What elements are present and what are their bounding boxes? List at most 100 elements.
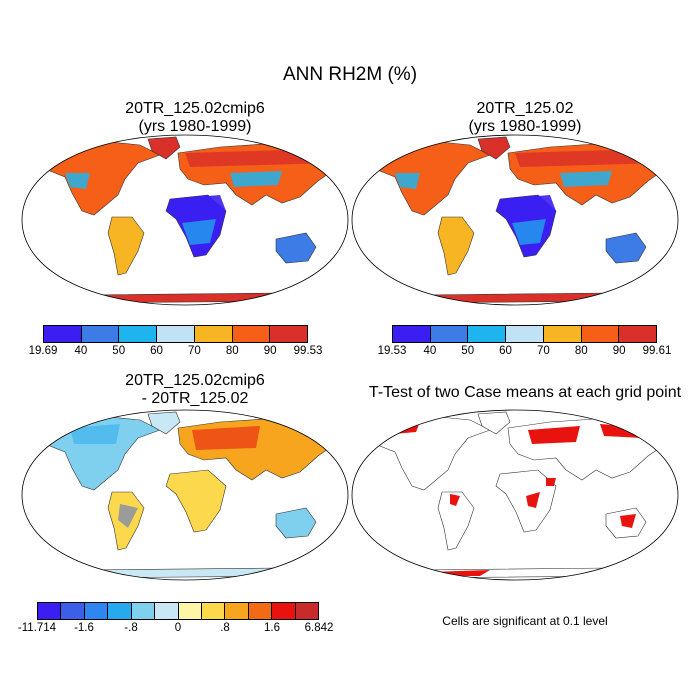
colorbar-swatch bbox=[61, 603, 85, 619]
colorbar-swatch bbox=[44, 326, 82, 342]
significant-cells bbox=[600, 424, 650, 438]
colorbar-swatch bbox=[430, 326, 469, 342]
panel-1-title: 20TR_125.02cmip6 (yrs 1980-1999) bbox=[45, 100, 345, 136]
colorbar-swatch bbox=[84, 603, 109, 619]
map-border bbox=[21, 409, 349, 581]
continent-north-america bbox=[374, 140, 491, 216]
colorbar-swatch bbox=[581, 326, 620, 342]
panel-2-title-line1: 20TR_125.02 bbox=[476, 100, 574, 117]
map-panel-2 bbox=[351, 134, 679, 306]
sahara-dry-region bbox=[500, 195, 556, 213]
continent-south-america bbox=[437, 491, 475, 551]
central-asia-dry-region bbox=[230, 171, 282, 187]
us-west-dry-region bbox=[395, 173, 420, 189]
continent-greenland bbox=[477, 411, 511, 435]
colorbar-swatch bbox=[108, 603, 132, 619]
continent-australia bbox=[605, 232, 647, 264]
continent-australia bbox=[275, 507, 317, 539]
diff-negative-region bbox=[70, 424, 120, 444]
colorbar-swatch bbox=[119, 326, 158, 342]
colorbar-1-swatches bbox=[43, 325, 308, 343]
colorbar-swatch bbox=[270, 326, 308, 342]
colorbar-3-swatches bbox=[37, 602, 319, 620]
continent-greenland bbox=[477, 136, 511, 160]
map-land-group bbox=[44, 411, 339, 579]
map-land-group bbox=[374, 136, 669, 304]
colorbar-tick-label: 70 bbox=[188, 345, 201, 357]
us-west-dry-region bbox=[65, 173, 90, 189]
panel-3-title-line2: - 20TR_125.02 bbox=[141, 390, 249, 407]
map-panel-3 bbox=[21, 409, 349, 581]
continent-australia bbox=[275, 232, 317, 264]
colorbar-tick-label: 40 bbox=[74, 345, 88, 357]
colorbar-swatch bbox=[131, 603, 156, 619]
diff-positive-region bbox=[192, 426, 260, 450]
diff-negative-region bbox=[118, 504, 138, 528]
continent-greenland bbox=[147, 411, 181, 435]
colorbar-swatch bbox=[178, 603, 202, 619]
colorbar-swatch bbox=[81, 326, 120, 342]
panel-2-title-line2: (yrs 1980-1999) bbox=[468, 118, 582, 135]
africa-south-region bbox=[182, 219, 216, 245]
continent-greenland bbox=[147, 136, 181, 160]
map-border bbox=[21, 134, 349, 306]
sahara-dry-region bbox=[170, 195, 226, 213]
colorbar-tick-label: 80 bbox=[225, 345, 239, 357]
colorbar-panel-3: -11.714 -1.6 -.8 0 .8 1.6 6.842 bbox=[18, 602, 333, 634]
colorbar-tick-label: 19.53 bbox=[377, 345, 407, 357]
colorbar-panel-2: 19.53 40 50 60 70 80 90 99.61 bbox=[378, 325, 671, 357]
colorbar-tick-label: 1.6 bbox=[264, 622, 280, 634]
colorbar-swatch bbox=[232, 326, 271, 342]
colorbar-tick-label: 80 bbox=[574, 345, 588, 357]
colorbar-tick-label: 60 bbox=[150, 345, 163, 357]
colorbar-tick-label: 99.53 bbox=[293, 345, 323, 357]
central-asia-dry-region bbox=[560, 171, 612, 187]
colorbar-2-swatches bbox=[392, 325, 657, 343]
colorbar-tick-label: 40 bbox=[423, 345, 437, 357]
colorbar-tick-label: 99.61 bbox=[642, 345, 672, 357]
significant-cells bbox=[620, 514, 636, 528]
colorbar-swatch bbox=[468, 326, 507, 342]
colorbar-tick-label: 6.842 bbox=[304, 622, 334, 634]
significant-cells bbox=[546, 478, 556, 486]
colorbar-tick-label: 0 bbox=[174, 622, 182, 634]
colorbar-panel-1: 19.69 40 50 60 70 80 90 99.53 bbox=[29, 325, 322, 357]
figure-title: ANN RH2M (%) bbox=[282, 64, 418, 85]
colorbar-tick-label: 50 bbox=[461, 345, 475, 357]
colorbar-swatch bbox=[506, 326, 544, 342]
colorbar-tick-label: -11.714 bbox=[17, 622, 57, 634]
colorbar-tick-label: -1.6 bbox=[74, 622, 94, 634]
continent-south-america bbox=[107, 216, 145, 276]
map-border bbox=[351, 134, 679, 306]
continent-south-america bbox=[437, 216, 475, 276]
colorbar-swatch bbox=[38, 603, 62, 619]
map-panel-1 bbox=[21, 134, 349, 306]
panel-1-title-line2: (yrs 1980-1999) bbox=[138, 118, 252, 135]
panel-2-title: 20TR_125.02 (yrs 1980-1999) bbox=[375, 100, 675, 136]
colorbar-tick-label: 60 bbox=[499, 345, 512, 357]
colorbar-swatch bbox=[619, 326, 657, 342]
colorbar-swatch bbox=[543, 326, 582, 342]
colorbar-tick-label: -.8 bbox=[124, 622, 138, 634]
map-border bbox=[351, 409, 679, 581]
colorbar-swatch bbox=[248, 603, 273, 619]
panel-1-title-line1: 20TR_125.02cmip6 bbox=[125, 100, 265, 117]
panel-4-title-line1: T-Test of two Case means at each grid po… bbox=[368, 384, 682, 401]
colorbar-tick-label: 19.69 bbox=[28, 345, 58, 357]
significant-cells bbox=[528, 426, 580, 444]
colorbar-swatch bbox=[157, 326, 195, 342]
colorbar-swatch bbox=[194, 326, 233, 342]
colorbar-swatch bbox=[295, 603, 319, 619]
colorbar-swatch bbox=[201, 603, 226, 619]
continent-africa bbox=[165, 469, 227, 533]
panel-3-title-line1: 20TR_125.02cmip6 bbox=[125, 372, 265, 389]
colorbar-swatch bbox=[272, 603, 296, 619]
significant-cells bbox=[450, 494, 460, 506]
colorbar-swatch bbox=[155, 603, 179, 619]
panel-4-title: T-Test of two Case means at each grid po… bbox=[350, 384, 700, 402]
colorbar-tick-label: 90 bbox=[612, 345, 626, 357]
colorbar-tick-label: 70 bbox=[537, 345, 550, 357]
colorbar-swatch bbox=[225, 603, 249, 619]
significance-note: Cells are significant at 0.1 level bbox=[442, 614, 608, 628]
colorbar-tick-label: 90 bbox=[263, 345, 277, 357]
